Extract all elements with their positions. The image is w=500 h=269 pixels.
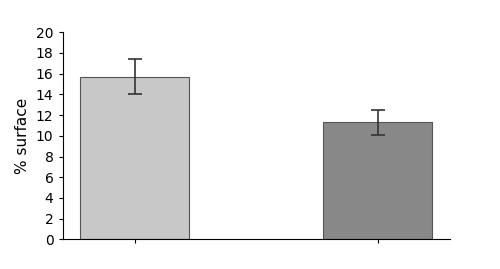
Bar [80,77,190,239]
Y-axis label: % surface: % surface [15,98,30,174]
Bar [323,122,432,239]
